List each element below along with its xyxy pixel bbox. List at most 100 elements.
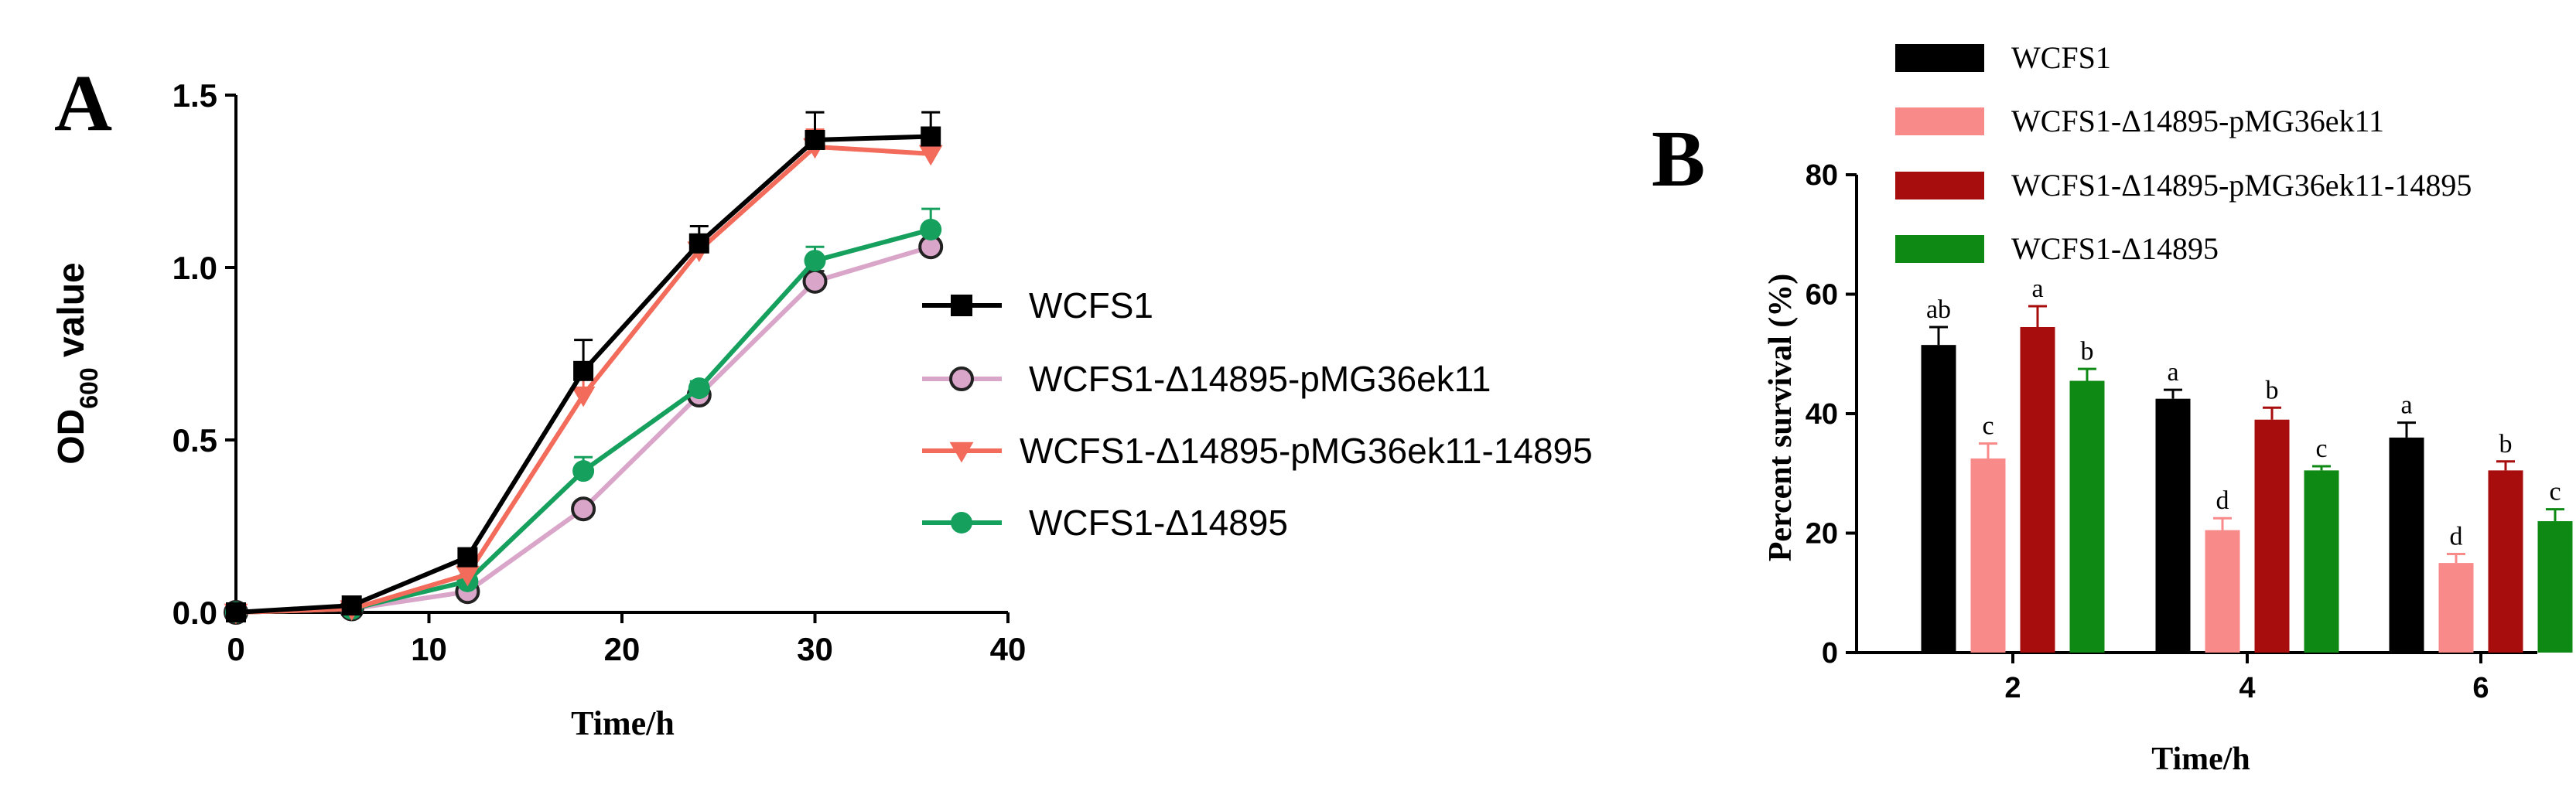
panel-b-bar xyxy=(2155,398,2191,653)
panel-a-ticks: 0 10 20 30 40 0.0 0.5 1.0 1.5 xyxy=(173,77,1027,667)
panel-b-bar xyxy=(2254,419,2290,653)
panel-b-legend-swatch xyxy=(1895,235,1984,263)
panel-a-point xyxy=(688,377,710,400)
panel-a-y-label-main: OD xyxy=(51,409,92,465)
panel-a-point xyxy=(802,268,828,294)
panel-a-x-tick-label: 0 xyxy=(227,631,244,667)
panel-b: B WCFS1 WCFS1-Δ14895-pMG36ek11 WCFS1-Δ1489… xyxy=(1652,40,2573,777)
panel-b-y-tick-label: 80 xyxy=(1806,159,1838,192)
panel-b-bar-group: b xyxy=(2254,376,2290,653)
panel-a-series-1 xyxy=(224,231,944,625)
panel-a-point xyxy=(571,496,596,522)
panel-a-series-0 xyxy=(226,111,941,622)
panel-b-y-tick-label: 40 xyxy=(1806,398,1838,431)
panel-a-legend-marker xyxy=(951,512,972,534)
panel-b-significance-letter: d xyxy=(2450,523,2463,551)
panel-a-y-tick-label: 1.5 xyxy=(173,77,217,114)
panel-b-bar xyxy=(2438,563,2474,653)
panel-b-legend-label: WCFS1 xyxy=(2011,40,2111,75)
panel-b-bar-group: d xyxy=(2438,523,2474,653)
panel-a-point xyxy=(920,218,942,240)
panel-b-significance-letter: d xyxy=(2216,486,2229,515)
panel-a-point xyxy=(456,565,480,587)
panel-b-bar-group: c xyxy=(1970,412,2006,653)
panel-b-legend-label: WCFS1-Δ14895 xyxy=(2011,231,2219,266)
panel-b-bar-group: ab xyxy=(1921,295,1956,653)
panel-a-legend-marker xyxy=(951,295,972,316)
panel-b-significance-letter: b xyxy=(2081,337,2094,366)
panel-a-legend-marker xyxy=(949,442,974,463)
panel-b-significance-letter: c xyxy=(1982,412,1993,441)
panel-b-significance-letter: ab xyxy=(1926,295,1951,324)
panel-a-point xyxy=(573,360,594,381)
panel-b-x-tick-label: 4 xyxy=(2239,672,2255,704)
panel-a-point xyxy=(805,129,825,150)
panel-b-bar-group: a xyxy=(2155,358,2191,653)
panel-a-point xyxy=(341,595,362,616)
panel-a-letter: A xyxy=(54,59,112,148)
panel-b-y-tick-label: 20 xyxy=(1806,518,1838,551)
panel-b-legend-swatch xyxy=(1895,44,1984,72)
panel-b-ticks: 0 20 40 60 80 2 4 6 xyxy=(1806,159,2489,704)
panel-b-bar xyxy=(1921,345,1956,653)
panel-a-x-tick-label: 20 xyxy=(604,631,641,667)
panel-b-legend-swatch xyxy=(1895,107,1984,135)
panel-b-letter: B xyxy=(1652,114,1705,203)
panel-a-series-3 xyxy=(225,207,942,623)
panel-a-legend-label: WCFS1 xyxy=(1029,285,1153,326)
panel-a-legend-marker xyxy=(949,366,974,391)
panel-b-bar xyxy=(2304,470,2339,653)
panel-a-y-label-sub: 600 xyxy=(75,367,103,408)
panel-b-significance-letter: a xyxy=(2167,358,2178,387)
panel-a-y-tick-label: 1.0 xyxy=(173,250,217,286)
panel-a-legend-label: WCFS1-Δ14895 xyxy=(1029,503,1288,543)
panel-a-x-tick-label: 40 xyxy=(990,631,1027,667)
panel-a-point xyxy=(572,460,595,482)
panel-b-legend: WCFS1 WCFS1-Δ14895-pMG36ek11 WCFS1-Δ14895-… xyxy=(1895,40,2472,266)
panel-a: A 0 10 20 30 40 0.0 0.5 1.0 1.5 Time/h OD600 val… xyxy=(51,59,1593,742)
panel-b-significance-letter: a xyxy=(2400,391,2412,420)
panel-a-point xyxy=(688,233,709,254)
panel-b-bar xyxy=(2389,437,2424,653)
panel-b-bar xyxy=(2069,380,2105,653)
panel-b-significance-letter: c xyxy=(2315,435,2327,463)
panel-b-y-tick-label: 0 xyxy=(1822,637,1838,670)
panel-a-point xyxy=(226,602,246,622)
panel-a-legend-label: WCFS1-Δ14895-pMG36ek11 xyxy=(1029,359,1491,399)
panel-b-y-tick-label: 60 xyxy=(1806,279,1838,312)
panel-a-series xyxy=(224,111,944,625)
panel-a-point xyxy=(457,547,478,568)
panel-b-significance-letter: a xyxy=(2031,274,2043,303)
panel-a-point xyxy=(571,386,596,407)
panel-a-x-tick-label: 30 xyxy=(797,631,833,667)
panel-a-y-tick-label: 0.0 xyxy=(173,595,217,631)
panel-a-legend-label: WCFS1-Δ14895-pMG36ek11-14895 xyxy=(1020,431,1593,471)
panel-a-y-axis-title: OD600 value xyxy=(51,262,103,464)
panel-b-significance-letter: c xyxy=(2549,478,2561,506)
panel-b-y-axis-title: Percent survival (%) xyxy=(1763,274,1799,561)
panel-b-bar xyxy=(2020,326,2055,653)
panel-a-point xyxy=(921,126,941,147)
panel-b-bar-group: d xyxy=(2205,486,2240,653)
panel-b-bar xyxy=(2205,530,2240,653)
panel-a-legend: WCFS1 WCFS1-Δ14895-pMG36ek11 WCFS1-Δ14895-… xyxy=(922,285,1593,543)
panel-b-bar-group: c xyxy=(2304,435,2339,653)
panel-b-bar-group: a xyxy=(2389,391,2424,653)
panel-b-x-axis-title: Time/h xyxy=(2151,742,2250,777)
panel-b-bar-group: c xyxy=(2537,478,2573,653)
panel-b-bar xyxy=(2537,521,2573,653)
panel-a-y-label-tail: value xyxy=(51,262,92,367)
panel-b-x-tick-label: 6 xyxy=(2472,672,2489,704)
panel-b-x-tick-label: 2 xyxy=(2004,672,2021,704)
panel-a-point xyxy=(918,145,943,166)
panel-b-bar xyxy=(1970,458,2006,653)
panel-b-significance-letter: b xyxy=(2499,430,2513,459)
panel-b-bar-group: b xyxy=(2488,430,2523,653)
panel-a-point xyxy=(804,250,826,272)
panel-b-legend-swatch xyxy=(1895,172,1984,199)
panel-b-legend-label: WCFS1-Δ14895-pMG36ek11-14895 xyxy=(2011,168,2472,203)
panel-a-axes xyxy=(234,95,1008,614)
panel-a-x-axis-title: Time/h xyxy=(571,704,675,742)
